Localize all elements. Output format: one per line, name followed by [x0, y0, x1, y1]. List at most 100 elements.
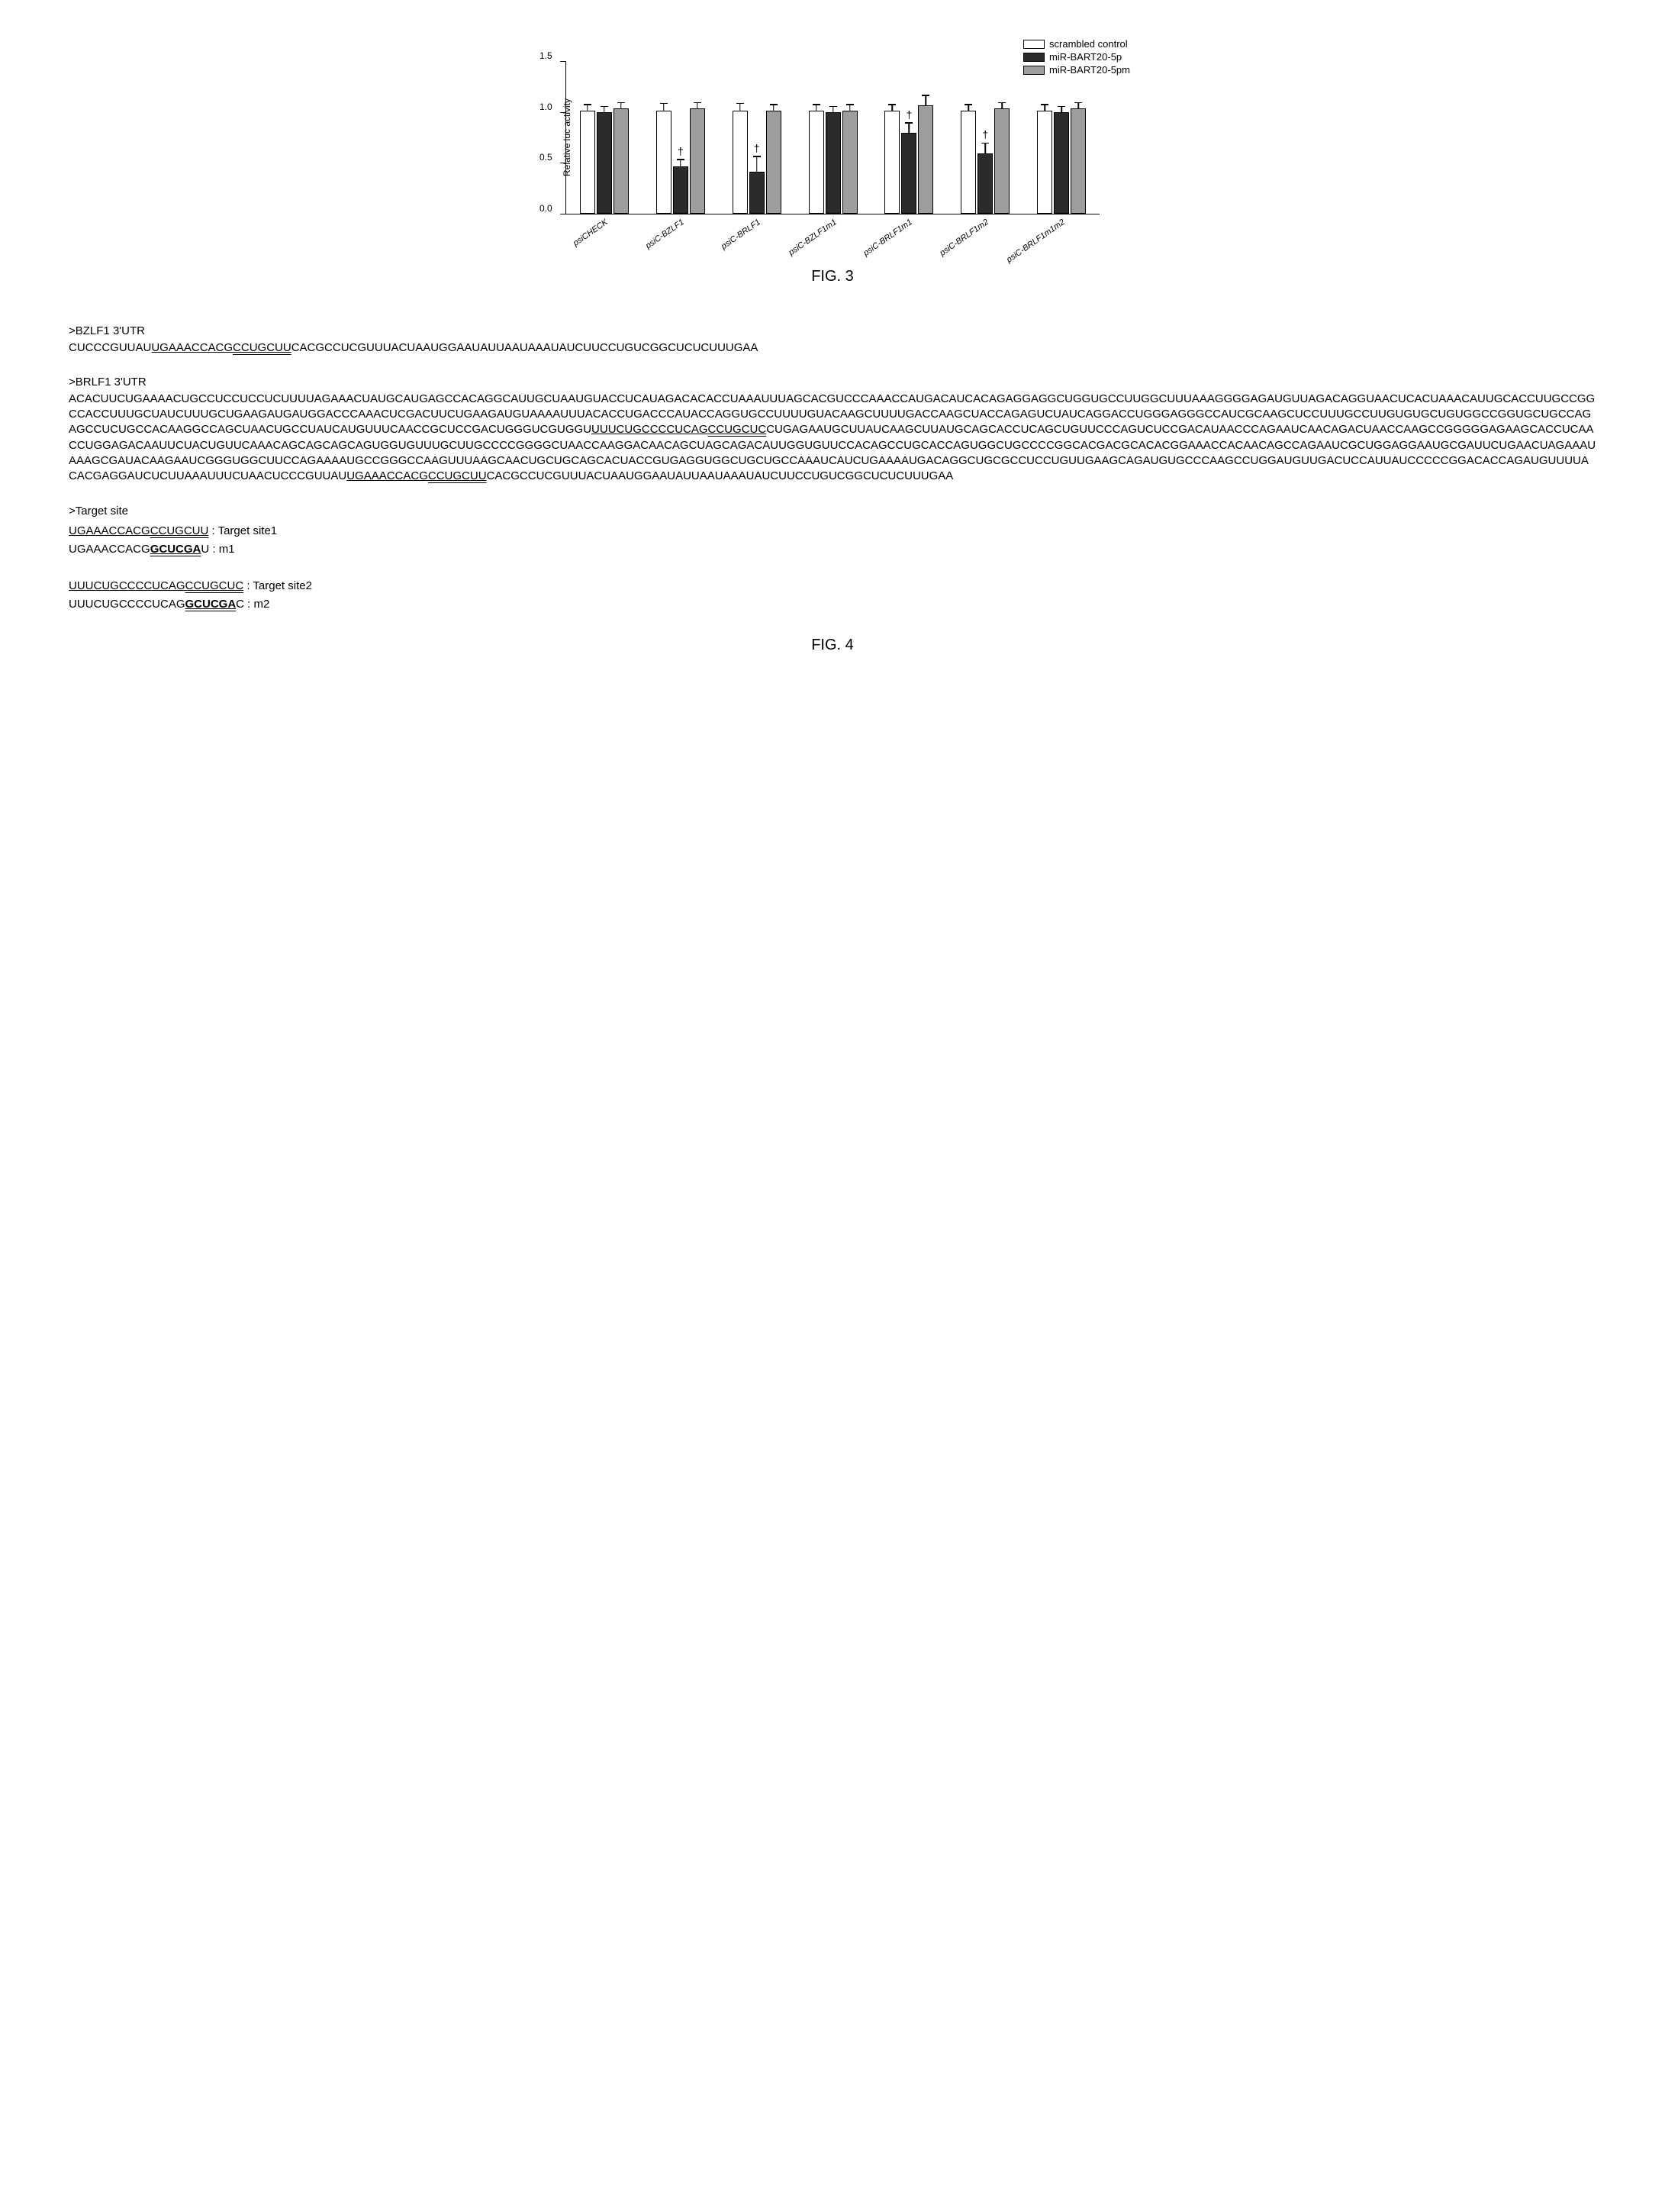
bar-group: psiCHECK — [566, 61, 642, 214]
error-bar — [984, 143, 986, 153]
error-cap — [981, 143, 989, 144]
bar — [918, 105, 933, 214]
bar — [809, 111, 824, 214]
seq-target-dbl-underline: CCUGCUU — [233, 341, 291, 354]
bar — [842, 111, 858, 214]
bar-group: †psiC-BRLF1 — [719, 61, 795, 214]
error-bar — [1001, 103, 1003, 109]
x-tick-label: psiCHECK — [572, 218, 610, 248]
significance-marker: † — [754, 142, 760, 154]
target-label: : Target site2 — [243, 579, 312, 592]
target-label: : m2 — [244, 598, 269, 611]
target-site-block: >Target site UGAAACCACGCCUGCUU : Target … — [69, 502, 1596, 614]
error-cap — [846, 104, 854, 105]
bar — [656, 111, 671, 214]
figure-4: >BZLF1 3'UTR CUCCCGUUAUUGAAACCACGCCUGCUU… — [46, 324, 1619, 654]
brlf1-sequence: >BRLF1 3'UTR ACACUUCUGAAAACUGCCUCCUCCUCU… — [69, 375, 1596, 485]
bar-group: psiC-BZLF1m1 — [795, 61, 871, 214]
bar — [580, 111, 595, 214]
legend-label: scrambled control — [1049, 38, 1128, 50]
bar — [690, 108, 705, 214]
error-bar — [832, 107, 834, 113]
target-site-2: UUUCUGCCCCUCAGCCUGCUC : Target site2 — [69, 577, 1596, 595]
error-bar — [968, 105, 969, 111]
error-bar — [816, 105, 817, 111]
bar: † — [673, 166, 688, 214]
seq-plain: UGAAACCACG — [69, 543, 150, 556]
y-tick-label: 0.0 — [539, 203, 552, 214]
error-cap — [998, 102, 1006, 104]
error-cap — [922, 95, 929, 96]
error-cap — [660, 103, 668, 105]
error-cap — [829, 106, 837, 108]
y-tick-label: 1.0 — [539, 102, 552, 112]
bar — [961, 111, 976, 214]
error-cap — [1058, 106, 1065, 108]
seq-mut-bold: GCUCGA — [150, 543, 201, 556]
seq-plain: CACGCCUCGUUUACUAAUGGAAUAUUAAUAAAUAUCUUCC… — [291, 341, 758, 354]
error-bar — [926, 96, 927, 106]
target-label: : m1 — [209, 543, 234, 556]
seq-target2-dbl-underline: CCUGCUC — [708, 423, 767, 436]
bar — [1054, 112, 1069, 214]
error-cap — [905, 122, 913, 124]
error-cap — [965, 104, 972, 105]
error-bar — [892, 105, 894, 111]
legend-swatch — [1023, 53, 1045, 62]
error-bar — [739, 104, 741, 111]
sequence-title: >BZLF1 3'UTR — [69, 324, 1596, 339]
error-bar — [587, 105, 588, 111]
x-tick-label: psiC-BRLF1m1m2 — [1005, 218, 1067, 265]
seq-plain: CACGCCUCGUUUACUAAUGGAAUAUUAAUAAAUAUCUUCC… — [487, 469, 954, 482]
error-bar — [663, 104, 665, 111]
bar — [1071, 108, 1086, 214]
legend-item: scrambled control — [1023, 38, 1130, 50]
error-bar — [680, 160, 681, 167]
legend-swatch — [1023, 40, 1045, 49]
error-cap — [888, 104, 896, 105]
error-cap — [813, 104, 820, 105]
bar — [614, 108, 629, 214]
significance-marker: † — [678, 145, 684, 157]
error-cap — [601, 106, 608, 108]
bar — [733, 111, 748, 214]
error-bar — [756, 157, 758, 173]
bar-group: †psiC-BRLF1m2 — [947, 61, 1023, 214]
error-cap — [694, 102, 701, 104]
sequence-title: >BRLF1 3'UTR — [69, 375, 1596, 390]
y-tick-label: 0.5 — [539, 152, 552, 163]
seq-target1-underline: UGAAACCACG — [346, 469, 428, 482]
bar-chart: scrambled control miR-BART20-5p miR-BART… — [565, 61, 1100, 214]
figure-caption: FIG. 3 — [46, 268, 1619, 285]
target-m2: UUUCUGCCCCUCAGGCUCGAC : m2 — [69, 595, 1596, 614]
figure-caption: FIG. 4 — [46, 637, 1619, 654]
significance-marker: † — [982, 128, 988, 140]
seq-plain: C — [236, 598, 244, 611]
seq-mut-bold: GCUCGA — [185, 598, 237, 611]
chart-plot-area: Relative luc activity 0.00.51.01.5psiCHE… — [565, 61, 1100, 214]
bar — [597, 112, 612, 214]
bar — [826, 112, 841, 214]
bar — [766, 111, 781, 214]
error-bar — [620, 103, 622, 109]
error-bar — [697, 103, 698, 109]
y-tick — [560, 112, 566, 113]
seq-plain: CUCCCGUUAU — [69, 341, 151, 354]
error-bar — [604, 107, 605, 113]
error-bar — [1061, 107, 1062, 113]
error-cap — [1074, 102, 1082, 104]
x-tick-label: psiC-BZLF1m1 — [787, 218, 838, 257]
target-label: : Target site1 — [208, 524, 277, 537]
sequence-text: CUCCCGUUAUUGAAACCACGCCUGCUUCACGCCUCGUUUA… — [69, 340, 1596, 356]
y-tick — [560, 61, 566, 62]
seq-underline: UUUCUGCCCCUCAG — [69, 579, 185, 592]
bar: † — [977, 153, 993, 214]
y-tick-label: 1.5 — [539, 50, 552, 61]
error-cap — [736, 103, 744, 105]
error-bar — [909, 124, 910, 134]
x-tick-label: psiC-BZLF1 — [644, 218, 686, 250]
bar — [884, 111, 900, 214]
seq-plain: U — [201, 543, 209, 556]
error-cap — [584, 104, 591, 105]
seq-plain: UUUCUGCCCCUCAG — [69, 598, 185, 611]
